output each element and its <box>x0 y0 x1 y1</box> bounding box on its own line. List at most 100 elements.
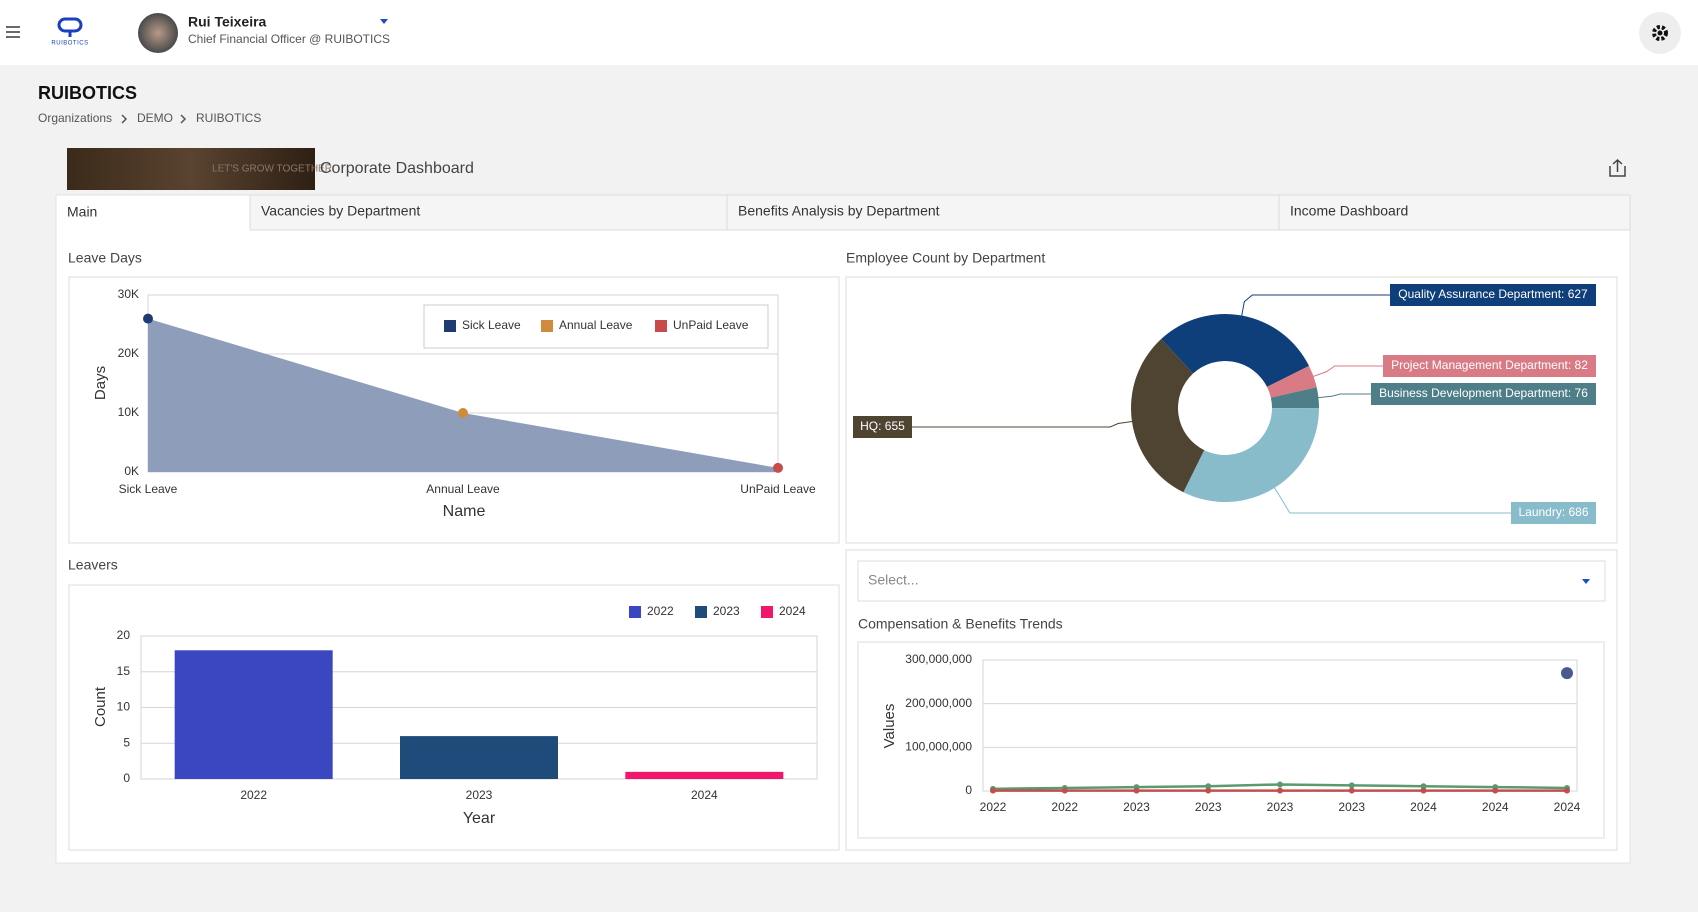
y-tick-label: 10 <box>117 700 131 714</box>
x-tick-label: 2023 <box>1338 800 1365 814</box>
point <box>1205 787 1212 794</box>
point <box>1561 667 1573 680</box>
donut-slice <box>1131 339 1205 493</box>
banner-text: LET'S GROW TOGETHER <box>212 164 332 175</box>
export-button[interactable] <box>1609 158 1626 177</box>
x-tick-label: 2023 <box>466 788 493 802</box>
x-tick-label: 2022 <box>980 800 1007 814</box>
donut-slice <box>1161 314 1310 387</box>
legend-label: UnPaid Leave <box>673 318 749 332</box>
data-label: Quality Assurance Department: 627 <box>1398 287 1588 301</box>
point <box>458 408 468 418</box>
tab-strip <box>249 194 1631 231</box>
panel-title: Leave Days <box>68 250 142 266</box>
x-axis-title: Year <box>463 810 496 827</box>
panel-title: Leavers <box>68 557 118 573</box>
donut-slice <box>1183 408 1319 502</box>
select-placeholder: Select... <box>868 572 919 588</box>
point <box>1420 783 1427 790</box>
legend-label: Annual Leave <box>559 318 633 332</box>
point <box>1348 782 1355 789</box>
y-tick-label: 10K <box>118 405 139 419</box>
x-tick-label: UnPaid Leave <box>740 482 816 496</box>
x-tick-label: 2024 <box>1410 800 1437 814</box>
breadcrumb-separator <box>121 114 128 124</box>
y-tick-label: 0K <box>124 464 139 478</box>
y-tick-label: 5 <box>123 735 130 749</box>
chart-frame <box>857 641 1605 839</box>
x-tick-label: Sick Leave <box>119 482 178 496</box>
data-label-box <box>1371 383 1596 405</box>
point <box>1133 787 1140 794</box>
dashboard-title: Corporate Dashboard <box>320 160 474 177</box>
data-label: Project Management Department: 82 <box>1391 358 1588 372</box>
data-label-box <box>1511 502 1596 524</box>
point <box>143 313 153 324</box>
logo-text: RUIBOTICS <box>51 41 88 47</box>
data-label-box <box>1383 355 1596 377</box>
leader-line <box>1316 393 1371 399</box>
breadcrumb-item: RUIBOTICS <box>196 111 261 125</box>
y-axis-title: Count <box>92 686 109 727</box>
y-tick-label: 20 <box>117 628 131 642</box>
tab[interactable]: Income Dashboard <box>1290 203 1408 219</box>
x-axis-title: Name <box>443 503 486 520</box>
x-tick-label: Annual Leave <box>426 482 500 496</box>
leader-line <box>1273 485 1511 514</box>
legend-label: 2023 <box>713 604 740 618</box>
point <box>1205 783 1212 790</box>
x-tick-label: 2024 <box>1554 800 1581 814</box>
avatar[interactable] <box>138 13 178 53</box>
y-tick-label: 30K <box>118 287 139 301</box>
breadcrumb-item[interactable]: DEMO <box>137 111 173 125</box>
user-name[interactable]: Rui Teixeira <box>188 14 267 30</box>
settings-button[interactable] <box>1639 12 1681 54</box>
select-arrow <box>1582 579 1590 584</box>
y-axis-title: Values <box>881 704 898 749</box>
leader-line <box>1240 294 1390 318</box>
bar <box>400 736 558 779</box>
x-tick-label: 2023 <box>1267 800 1294 814</box>
data-label: Laundry: 686 <box>1518 505 1588 519</box>
menu-button[interactable] <box>6 26 20 38</box>
legend-box <box>423 304 769 349</box>
panel-title: Employee Count by Department <box>846 250 1045 266</box>
logo[interactable]: RUIBOTICS <box>51 17 88 47</box>
y-tick-label: 0 <box>965 783 972 797</box>
x-tick-label: 2023 <box>1195 800 1222 814</box>
y-axis-title: Days <box>92 366 109 400</box>
y-tick-label: 300,000,000 <box>905 652 972 666</box>
tab[interactable]: Main <box>67 204 97 220</box>
point <box>1277 781 1283 788</box>
legend-label: Sick Leave <box>462 318 521 332</box>
user-role: Chief Financial Officer @ RUIBOTICS <box>188 32 390 46</box>
select[interactable] <box>857 560 1606 602</box>
point <box>1277 787 1283 794</box>
leader-line <box>912 420 1135 428</box>
y-tick-label: 100,000,000 <box>905 740 972 754</box>
x-tick-label: 2024 <box>1482 800 1509 814</box>
user-dropdown[interactable] <box>380 19 388 24</box>
leader-line <box>1311 365 1383 378</box>
breadcrumb-item[interactable]: Organizations <box>38 111 112 125</box>
point <box>1564 787 1570 794</box>
point <box>990 787 996 794</box>
tab[interactable]: Benefits Analysis by Department <box>738 203 940 219</box>
tab[interactable]: Vacancies by Department <box>261 203 420 219</box>
bar <box>625 771 784 779</box>
legend-label: 2024 <box>779 604 806 618</box>
data-label-box <box>853 416 912 438</box>
bar <box>174 650 333 779</box>
banner-image <box>67 148 315 190</box>
donut-slice <box>1267 365 1317 398</box>
top-bar <box>0 0 1698 65</box>
data-label: Business Development Department: 76 <box>1379 386 1588 400</box>
legend-swatch <box>655 320 667 332</box>
page-title: RUIBOTICS <box>38 83 137 103</box>
breadcrumb-separator <box>180 114 187 124</box>
x-tick-label: 2022 <box>240 788 267 802</box>
y-tick-label: 15 <box>117 664 131 678</box>
donut-slice <box>1270 387 1319 409</box>
